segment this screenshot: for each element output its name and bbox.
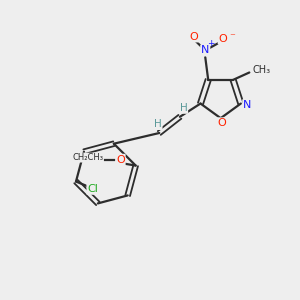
Text: O: O: [116, 155, 125, 165]
Text: CH₃: CH₃: [253, 64, 271, 74]
Text: O: O: [218, 118, 226, 128]
Text: ⁻: ⁻: [229, 32, 235, 42]
Text: H: H: [180, 103, 187, 113]
Text: CH₂CH₃: CH₂CH₃: [73, 153, 103, 162]
Text: +: +: [207, 39, 215, 48]
Text: O: O: [190, 32, 198, 42]
Text: N: N: [243, 100, 251, 110]
Text: O: O: [219, 34, 227, 44]
Text: H: H: [154, 119, 162, 129]
Text: N: N: [201, 45, 209, 56]
Text: Cl: Cl: [87, 184, 98, 194]
